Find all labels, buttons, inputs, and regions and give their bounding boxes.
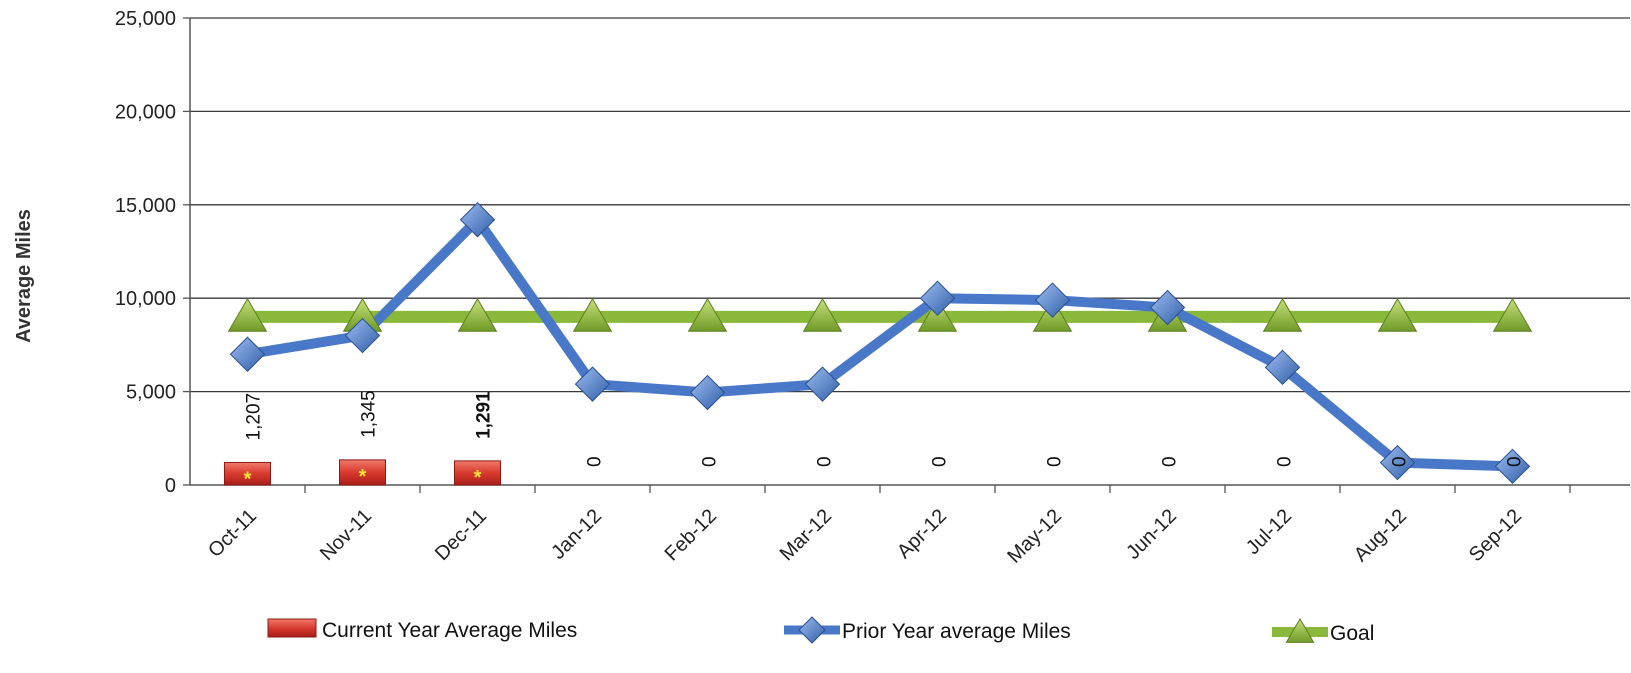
point	[919, 280, 956, 316]
gridlines	[190, 17, 1630, 393]
x-tick-label: Sep-12	[1465, 505, 1526, 566]
bar-data-label: 0	[930, 456, 951, 467]
bar-data-label: 0	[700, 456, 721, 467]
bar-data-label: 1,207	[244, 393, 265, 441]
point	[459, 202, 496, 238]
bar-series: * * *	[224, 459, 501, 490]
point	[1494, 448, 1531, 485]
bar-marker: *	[474, 467, 482, 489]
bar-data-label: 0	[1275, 456, 1296, 467]
series-line	[242, 214, 1518, 472]
x-tick-label: Dec-11	[431, 505, 491, 565]
point	[227, 297, 268, 332]
legend-label: Prior Year average Miles	[842, 620, 1071, 643]
x-tick-label: Jun-12	[1122, 505, 1181, 564]
point	[1264, 349, 1301, 386]
point	[457, 297, 498, 332]
x-tick-label: Apr-12	[893, 505, 951, 563]
bar-data-label: 1,345	[359, 390, 380, 438]
legend: Current Year Average Miles Prior Year ave…	[267, 616, 1374, 645]
point	[1379, 444, 1416, 481]
legend-label: Goal	[1330, 622, 1374, 645]
x-tick-labels: Oct-11 Nov-11 Dec-11 Jan-12 Feb-12 Mar-12 Apr-…	[204, 485, 1571, 568]
data-labels: 1,207 1,345 1,291 0 0 0 0 0 0 0 0 0	[244, 390, 1526, 467]
y-tick-label: 25,000	[115, 8, 176, 30]
x-tick-label: Oct-11	[204, 505, 261, 562]
point	[572, 297, 613, 332]
x-tick-label: Mar-12	[776, 505, 836, 565]
x-tick-label: Nov-11	[316, 505, 376, 565]
point	[1377, 297, 1418, 332]
bar	[224, 461, 271, 486]
x-tick-label: Jul-12	[1242, 505, 1296, 559]
point	[229, 336, 266, 372]
point	[802, 297, 843, 332]
legend-swatch-bar	[267, 618, 317, 638]
y-axis-label: Average Miles	[13, 209, 35, 343]
bar-data-label: 0	[1160, 456, 1181, 467]
axes	[189, 18, 1630, 486]
legend-marker	[798, 616, 826, 644]
y-tick-label: 5,000	[126, 382, 176, 404]
bar-data-label: 0	[1390, 456, 1411, 467]
bar-marker: *	[359, 466, 367, 488]
point	[689, 374, 726, 411]
point	[574, 366, 611, 402]
bar-data-label: 1,291	[474, 391, 495, 439]
y-tick-label: 10,000	[115, 288, 176, 310]
y-tick-label: 15,000	[115, 195, 176, 217]
point	[344, 317, 381, 354]
point	[804, 366, 841, 402]
bar-data-label: 0	[1505, 456, 1526, 467]
x-tick-label: Aug-12	[1350, 505, 1411, 566]
y-tick-label: 0	[165, 475, 176, 497]
point	[1034, 282, 1071, 318]
bar-marker: *	[244, 468, 252, 490]
line-series	[227, 202, 1533, 485]
point	[1492, 297, 1533, 332]
bar-data-label: 0	[815, 456, 836, 467]
x-tick-label: May-12	[1003, 505, 1066, 568]
x-tick-label: Feb-12	[661, 505, 721, 565]
y-tick-labels: 0 5,000 10,000 15,000 20,000 25,000	[115, 8, 190, 497]
point	[1262, 297, 1303, 332]
legend-label: Current Year Average Miles	[322, 619, 577, 642]
x-tick-label: Jan-12	[547, 505, 606, 564]
y-tick-label: 20,000	[115, 101, 176, 123]
legend-marker	[1285, 618, 1315, 643]
point	[1149, 289, 1186, 326]
bar-data-label: 0	[1045, 456, 1066, 467]
bar-data-label: 0	[585, 456, 606, 467]
point	[687, 297, 728, 332]
bar	[339, 459, 386, 486]
bar	[454, 460, 501, 486]
